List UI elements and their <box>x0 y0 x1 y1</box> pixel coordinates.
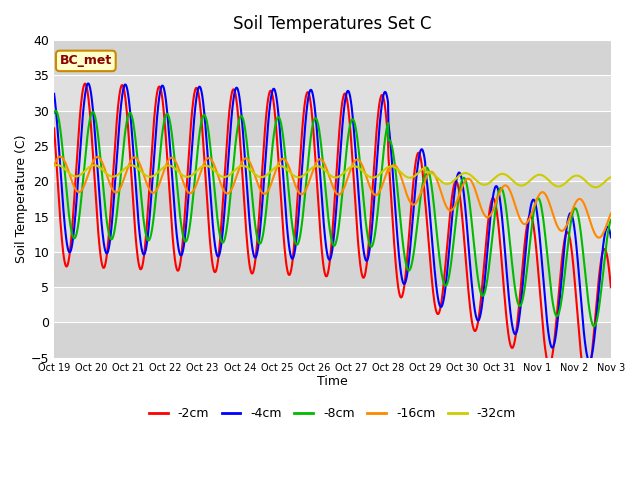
-32cm <box>607 174 614 180</box>
-16cm <box>492 200 500 205</box>
-32cm <box>161 164 168 169</box>
Line: -2cm: -2cm <box>54 84 611 382</box>
-8cm <box>237 114 244 120</box>
-8cm <box>590 324 598 329</box>
-2cm <box>582 379 590 384</box>
-16cm <box>607 211 614 216</box>
-4cm <box>51 91 58 96</box>
-2cm <box>492 204 500 209</box>
-2cm <box>419 176 427 181</box>
-2cm <box>237 145 244 151</box>
-32cm <box>591 184 599 190</box>
Title: Soil Temperatures Set C: Soil Temperatures Set C <box>233 15 432 33</box>
Bar <box>54 146 611 181</box>
-4cm <box>175 244 182 250</box>
-16cm <box>175 165 182 171</box>
-4cm <box>607 234 614 240</box>
-32cm <box>541 174 549 180</box>
-4cm <box>586 358 593 364</box>
Bar <box>54 323 611 358</box>
Bar <box>54 75 611 111</box>
Text: BC_met: BC_met <box>60 54 112 67</box>
-4cm <box>492 183 500 189</box>
-4cm <box>541 298 549 304</box>
-8cm <box>51 110 58 116</box>
-16cm <box>595 235 603 240</box>
-32cm <box>237 163 244 169</box>
-16cm <box>51 163 58 168</box>
Y-axis label: Soil Temperature (C): Soil Temperature (C) <box>15 135 28 263</box>
Legend: -2cm, -4cm, -8cm, -16cm, -32cm: -2cm, -4cm, -8cm, -16cm, -32cm <box>144 402 521 425</box>
Bar <box>54 216 611 252</box>
-8cm <box>492 204 500 209</box>
-32cm <box>53 162 61 168</box>
-8cm <box>607 217 614 223</box>
-4cm <box>419 149 427 155</box>
-4cm <box>84 81 92 86</box>
Line: -16cm: -16cm <box>54 156 611 238</box>
-8cm <box>52 108 60 114</box>
-16cm <box>237 162 244 168</box>
Bar <box>54 252 611 287</box>
Bar <box>54 287 611 323</box>
-16cm <box>56 154 64 159</box>
-2cm <box>81 81 89 86</box>
-2cm <box>51 125 58 131</box>
-32cm <box>492 174 500 180</box>
Bar <box>54 40 611 75</box>
-2cm <box>607 284 614 290</box>
-32cm <box>419 166 427 171</box>
-16cm <box>161 166 168 171</box>
-32cm <box>175 169 182 175</box>
-2cm <box>175 267 182 273</box>
Line: -4cm: -4cm <box>54 84 611 361</box>
-8cm <box>541 231 549 237</box>
-16cm <box>541 191 549 197</box>
-2cm <box>161 120 168 126</box>
-16cm <box>419 183 427 189</box>
-2cm <box>541 345 549 351</box>
Line: -8cm: -8cm <box>54 111 611 326</box>
Bar <box>54 181 611 216</box>
-8cm <box>419 178 427 184</box>
-8cm <box>175 196 182 202</box>
-4cm <box>237 104 244 109</box>
-4cm <box>161 90 168 96</box>
-32cm <box>51 163 58 168</box>
Bar <box>54 111 611 146</box>
-8cm <box>161 116 168 121</box>
Line: -32cm: -32cm <box>54 165 611 187</box>
X-axis label: Time: Time <box>317 375 348 388</box>
